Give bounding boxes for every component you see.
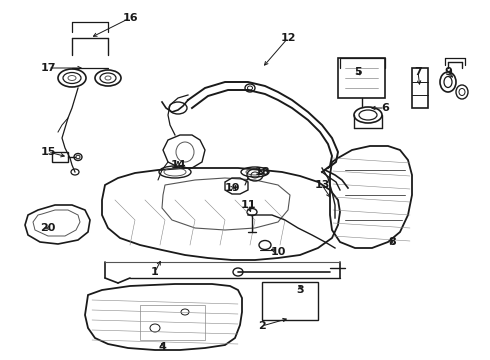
Text: 2: 2: [258, 321, 266, 331]
Text: 7: 7: [414, 67, 422, 77]
Text: 1: 1: [151, 267, 159, 277]
Text: 17: 17: [40, 63, 56, 73]
Text: 10: 10: [270, 247, 286, 257]
Text: 14: 14: [170, 160, 186, 170]
Text: 20: 20: [40, 223, 56, 233]
Text: 13: 13: [314, 180, 330, 190]
Text: 6: 6: [381, 103, 389, 113]
Text: 3: 3: [296, 285, 304, 295]
Text: 12: 12: [280, 33, 296, 43]
Text: 15: 15: [40, 147, 56, 157]
Text: 18: 18: [254, 167, 270, 177]
Text: 16: 16: [122, 13, 138, 23]
Text: 5: 5: [354, 67, 362, 77]
Text: 8: 8: [388, 237, 396, 247]
Text: 9: 9: [444, 67, 452, 77]
Text: 4: 4: [158, 342, 166, 352]
Text: 19: 19: [224, 183, 240, 193]
Text: 11: 11: [240, 200, 256, 210]
